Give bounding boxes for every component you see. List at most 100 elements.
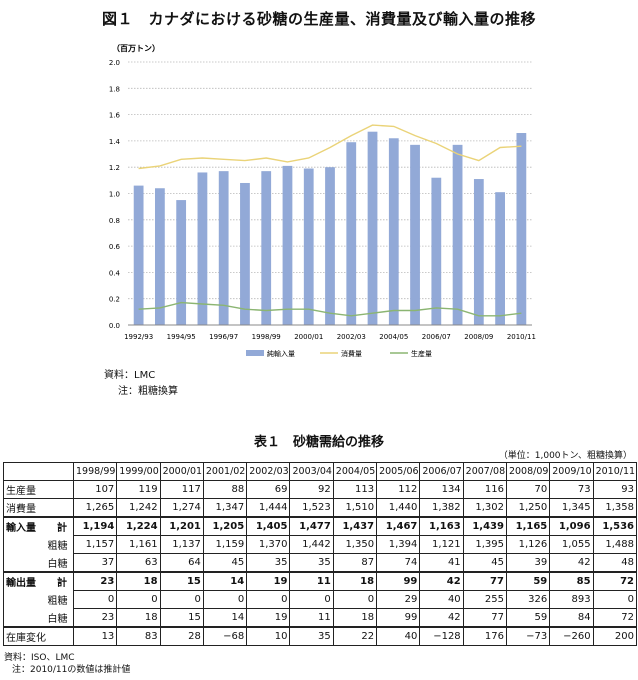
table-cell: 48 <box>592 553 638 573</box>
bar <box>473 179 484 325</box>
table-cell: 1,394 <box>376 535 421 554</box>
x-tick-label: 2004/05 <box>379 333 408 341</box>
legend-swatch <box>246 350 264 356</box>
bar <box>218 171 229 325</box>
table-cell: 87 <box>332 553 378 573</box>
table-cell: 84 <box>549 608 594 628</box>
table-cell: 1,274 <box>159 498 204 518</box>
bar <box>367 131 378 325</box>
table-cell: 83 <box>116 626 161 646</box>
table-cell: 37 <box>72 553 118 573</box>
year-header: 2003/04 <box>289 462 334 481</box>
table-cell: 176 <box>462 626 507 646</box>
bar <box>155 188 165 325</box>
table-cell: 11 <box>289 608 334 628</box>
table-cell: 29 <box>376 590 421 609</box>
year-header: 1998/99 <box>72 462 118 481</box>
bar <box>346 142 357 325</box>
table-cell: 1,159 <box>202 535 248 554</box>
table-cell: 93 <box>592 480 638 499</box>
table-cell: 63 <box>116 553 161 573</box>
table-cell: 69 <box>246 480 291 499</box>
row-label <box>3 535 46 554</box>
table-cell: 42 <box>419 571 464 591</box>
row-label <box>3 553 46 573</box>
table-cell: 113 <box>332 480 378 499</box>
table-cell: 18 <box>332 608 378 628</box>
table-cell: 1,382 <box>419 498 464 518</box>
table-cell: 88 <box>202 480 248 499</box>
table-cell: 18 <box>116 571 161 591</box>
bar <box>261 171 272 325</box>
table-cell: 14 <box>202 571 248 591</box>
table-cell: 64 <box>159 553 204 573</box>
table-cell: 85 <box>549 571 594 591</box>
table-cell: 0 <box>332 590 378 609</box>
table-cell: 1,161 <box>116 535 161 554</box>
row-sublabel: 計 <box>45 571 74 591</box>
y-tick-label: 1.2 <box>109 164 120 172</box>
table-cell: 1,442 <box>289 535 334 554</box>
table-row: 白糖 37 63 64 45 35 35 87 74 41 45 39 42 48 <box>3 553 638 573</box>
table-row: 粗糖 0 0 0 0 0 0 0 29 40 255 326 893 0 <box>3 590 638 609</box>
year-header: 2006/07 <box>419 462 464 481</box>
y-tick-label: 0.6 <box>109 243 121 251</box>
table-cell: 77 <box>462 608 507 628</box>
table-cell: −73 <box>505 626 551 646</box>
table-cell: 1,467 <box>376 516 421 536</box>
legend-label: 生産量 <box>411 349 432 358</box>
year-header: 2004/05 <box>332 462 378 481</box>
table-cell: −260 <box>549 626 594 646</box>
supply-demand-table: 1998/99 1999/00 2000/01 2001/02 2002/03 2003/… <box>3 462 638 646</box>
year-header: 2005/06 <box>376 462 421 481</box>
row-sublabel: 白糖 <box>45 553 74 573</box>
table-cell: 92 <box>289 480 334 499</box>
bar <box>133 185 144 325</box>
bar <box>516 133 527 325</box>
table-cell: 1,121 <box>419 535 464 554</box>
table-row: 粗糖 1,157 1,161 1,137 1,159 1,370 1,442 1,350 1,3… <box>3 535 638 554</box>
row-label: 輸出量 <box>3 571 46 591</box>
table-cell: 45 <box>202 553 248 573</box>
table-cell: 134 <box>419 480 464 499</box>
table-cell: 0 <box>72 590 118 609</box>
table-row: 輸入量計 1,194 1,224 1,201 1,205 1,405 1,477 1,437 1… <box>3 516 638 536</box>
table-cell: −68 <box>202 626 248 646</box>
row-sublabel: 白糖 <box>45 608 74 628</box>
bar <box>176 200 187 325</box>
table-cell: 73 <box>549 480 594 499</box>
chart: （百万トン） 0.0 0.2 0.4 0.6 0.8 1.0 1.2 1.4 1.6 1.8 2.0… <box>109 43 536 358</box>
bar <box>452 144 463 325</box>
table-cell: 1,488 <box>592 535 638 554</box>
table-cell: 35 <box>289 553 334 573</box>
table-cell: 119 <box>116 480 161 499</box>
y-tick-label: 1.6 <box>109 112 121 120</box>
table-cell: 1,510 <box>332 498 378 518</box>
table-cell: 18 <box>332 571 378 591</box>
table-cell: 1,250 <box>505 498 551 518</box>
y-tick-label: 0.4 <box>109 269 121 277</box>
table-row: 生産量 107 119 117 88 69 92 113 112 134 116 70 73 93 <box>3 480 638 499</box>
legend: 純輸入量 消費量 生産量 <box>246 349 432 358</box>
table-cell: 116 <box>462 480 507 499</box>
table-cell: 1,345 <box>549 498 594 518</box>
table-cell: 19 <box>246 608 291 628</box>
table-cell: 1,395 <box>462 535 507 554</box>
year-header: 2009/10 <box>549 462 594 481</box>
x-tick-label: 1994/95 <box>167 333 196 341</box>
table-cell: 22 <box>332 626 378 646</box>
table-unit: （単位：1,000トン、粗糖換算） <box>498 451 632 461</box>
table-cell: 15 <box>159 608 204 628</box>
y-tick-label: 0.2 <box>109 296 120 304</box>
table-cell: 1,205 <box>202 516 248 536</box>
table-cell: 117 <box>159 480 204 499</box>
figure-source-text: 資料：LMC <box>104 370 156 381</box>
table-cell: 1,302 <box>462 498 507 518</box>
table-cell: 893 <box>549 590 594 609</box>
table-cell: 1,440 <box>376 498 421 518</box>
table-cell: 1,536 <box>592 516 638 536</box>
table-cell: 1,224 <box>116 516 161 536</box>
table-cell: 19 <box>246 571 291 591</box>
table-cell: 326 <box>505 590 551 609</box>
table-cell: 99 <box>376 608 421 628</box>
